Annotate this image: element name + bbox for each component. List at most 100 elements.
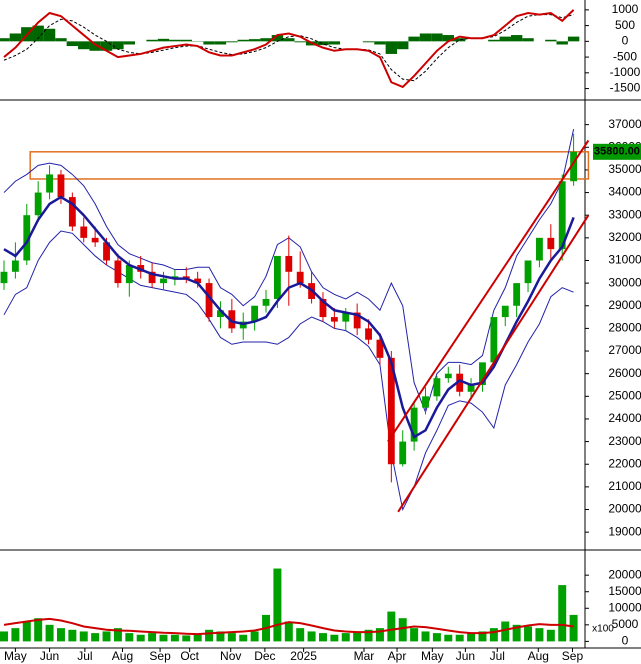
resistance-zone	[29, 151, 590, 180]
histogram-bar	[123, 41, 136, 45]
trendline	[397, 214, 590, 513]
candle-body	[285, 255, 293, 272]
candle-body	[524, 260, 532, 284]
x-tick-label: Jun	[456, 649, 475, 663]
histogram-bar	[499, 36, 511, 42]
histogram-bar	[431, 33, 443, 42]
volume-bar	[478, 631, 487, 642]
y-tick-label: 0	[622, 634, 629, 648]
candle-body	[547, 237, 555, 250]
histogram-bar	[328, 41, 341, 45]
histogram-bar	[374, 41, 386, 45]
y-tick-label: 27000	[608, 343, 641, 357]
candle-body	[558, 181, 566, 250]
histogram-bar	[9, 33, 22, 42]
candle-body	[501, 305, 509, 318]
volume-bar	[524, 626, 533, 642]
y-tick-label: 23000	[608, 434, 641, 448]
volume-bar	[170, 634, 179, 642]
y-tick-label: 500	[615, 18, 635, 32]
volume-bar	[489, 628, 498, 642]
candle-body	[205, 283, 213, 318]
histogram-bar	[283, 38, 295, 42]
volume-bar	[296, 628, 305, 642]
y-tick-label: 29000	[608, 298, 641, 312]
volume-bar	[398, 618, 407, 642]
volume-bar	[284, 621, 293, 642]
volume-bar	[113, 628, 122, 642]
histogram-bar	[32, 25, 44, 42]
candle-body	[387, 357, 395, 465]
candle-body	[399, 441, 407, 465]
histogram-bar	[294, 41, 306, 43]
volume-bar	[546, 629, 555, 642]
x-tick-label: May	[4, 649, 27, 663]
volume-bar	[273, 568, 282, 642]
y-tick-label: 26000	[608, 366, 641, 380]
volume-bar	[102, 631, 111, 642]
candle-body	[433, 378, 441, 397]
candle-body	[353, 312, 361, 329]
candle-body	[125, 265, 133, 284]
candle-body	[410, 407, 418, 442]
histogram-bar	[203, 41, 215, 45]
candle-body	[46, 174, 53, 193]
volume-bar	[250, 631, 259, 642]
volume-bar	[148, 633, 157, 642]
last-price-tag	[593, 143, 641, 160]
volume-bar	[136, 634, 145, 642]
histogram-bar	[442, 35, 454, 42]
x-tick-label: Aug	[112, 649, 133, 663]
y-tick-label: 0	[622, 34, 629, 48]
histogram-bar	[248, 39, 261, 42]
y-tick-label: 35000	[608, 162, 641, 176]
histogram-bar	[237, 39, 249, 42]
volume-bar	[421, 631, 430, 642]
y-tick-label: 34000	[608, 185, 641, 199]
volume-bar	[159, 634, 168, 642]
y-tick-label: 28000	[608, 321, 641, 335]
volume-bar	[227, 633, 236, 642]
volume-bar	[91, 633, 100, 642]
histogram-bar	[226, 41, 238, 43]
histogram-bar	[408, 36, 420, 42]
volume-unit: x100	[592, 624, 614, 635]
x-tick-label: Sep	[562, 649, 584, 663]
candle-body	[376, 339, 384, 358]
candle-body	[80, 226, 88, 238]
y-tick-label: 24000	[608, 411, 641, 425]
y-tick-label: 20000	[608, 567, 641, 581]
x-tick-label: Mar	[354, 649, 375, 663]
candle-body	[296, 271, 304, 284]
candle-body	[103, 242, 110, 261]
y-tick-label: 32000	[608, 230, 641, 244]
y-tick-label: 10000	[608, 600, 641, 614]
candle-body	[228, 310, 236, 329]
histogram-bar	[271, 35, 284, 42]
candle-body	[251, 305, 259, 322]
volume-bar	[11, 628, 20, 642]
histogram-bar	[397, 41, 409, 50]
volume-bar	[56, 628, 65, 642]
candle-body	[342, 312, 350, 322]
candle-body	[217, 310, 224, 318]
volume-bar	[68, 629, 77, 642]
candle-body	[0, 271, 8, 284]
candle-body	[262, 298, 270, 306]
histogram-bar	[556, 41, 568, 45]
candle-body	[513, 283, 521, 306]
candle-body	[11, 260, 19, 272]
y-tick-label: -500	[613, 49, 637, 63]
candle-body	[91, 237, 99, 243]
histogram-bar	[567, 36, 580, 42]
volume-bar	[444, 634, 453, 642]
histogram-bar	[488, 39, 500, 42]
y-tick-label: 30000	[608, 275, 641, 289]
x-tick-label: Apr	[388, 649, 407, 663]
candle-body	[160, 278, 167, 284]
volume-bar	[34, 618, 43, 642]
candle-body	[422, 396, 429, 408]
volume-bar	[501, 621, 510, 642]
volume-bar	[455, 634, 464, 642]
y-tick-label: 37000	[608, 117, 641, 131]
